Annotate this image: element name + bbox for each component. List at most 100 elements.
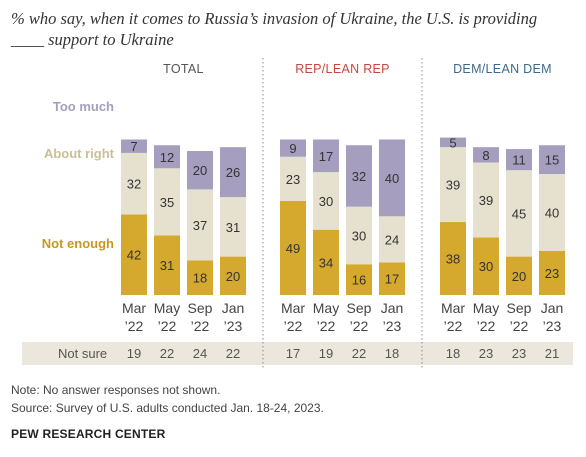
bar-about-right — [154, 168, 180, 236]
panel-header-3: DEM/LEAN DEM — [453, 62, 552, 76]
bar-too-much — [473, 147, 499, 163]
x-tick-label-month: Mar — [281, 300, 305, 316]
bar-about-right — [220, 197, 246, 257]
stacked-bar-chart: Not sure Too much About right Not enough TOT… — [22, 58, 573, 370]
data-label-about-right: 37 — [193, 218, 207, 233]
bar-not-enough — [313, 229, 339, 295]
data-label-too-much: 8 — [482, 148, 489, 163]
data-label-not-enough: 20 — [226, 269, 240, 284]
data-label-about-right: 45 — [512, 206, 526, 221]
not-sure-value: 21 — [545, 346, 559, 361]
x-tick-label-year: ’22 — [284, 318, 303, 334]
chart-title: % who say, when it comes to Russia’s inv… — [11, 9, 538, 49]
data-label-too-much: 17 — [319, 149, 333, 164]
panel-header-1: TOTAL — [163, 62, 204, 76]
data-label-not-enough: 20 — [512, 269, 526, 284]
not-sure-value: 22 — [160, 346, 174, 361]
x-tick-label-year: ’22 — [477, 318, 496, 334]
not-sure-value: 17 — [286, 346, 300, 361]
row-label-too-much: Too much — [53, 99, 114, 114]
x-tick-label-month: May — [313, 300, 339, 316]
not-sure-value: 18 — [385, 346, 399, 361]
bar-about-right — [379, 216, 405, 263]
not-sure-value: 23 — [479, 346, 493, 361]
data-label-too-much: 15 — [545, 153, 559, 168]
bar-not-enough — [506, 256, 532, 295]
not-sure-value: 24 — [193, 346, 207, 361]
not-sure-value: 19 — [319, 346, 333, 361]
data-label-too-much: 9 — [289, 141, 296, 156]
bar-not-enough — [121, 214, 147, 295]
bar-too-much — [313, 139, 339, 173]
data-label-about-right: 35 — [160, 195, 174, 210]
not-sure-value: 23 — [512, 346, 526, 361]
data-label-too-much: 32 — [352, 169, 366, 184]
x-tick-label-year: ’23 — [383, 318, 402, 334]
x-tick-label-year: ’22 — [317, 318, 336, 334]
data-label-about-right: 23 — [286, 172, 300, 187]
bar-not-enough — [220, 256, 246, 295]
data-label-too-much: 26 — [226, 165, 240, 180]
bar-too-much — [346, 145, 372, 207]
x-tick-label-year: ’22 — [125, 318, 144, 334]
row-label-not-enough: Not enough — [42, 236, 114, 251]
bar-too-much — [121, 139, 147, 153]
x-tick-label-year: ’22 — [158, 318, 177, 334]
x-tick-label-year: ’22 — [350, 318, 369, 334]
data-label-not-enough: 16 — [352, 273, 366, 288]
not-sure-value: 19 — [127, 346, 141, 361]
bar-not-enough — [379, 262, 405, 295]
not-sure-value: 22 — [226, 346, 240, 361]
bar-about-right — [440, 147, 466, 223]
bar-about-right — [187, 189, 213, 261]
bar-too-much — [506, 149, 532, 171]
data-label-about-right: 40 — [545, 205, 559, 220]
x-tick-label-year: ’23 — [543, 318, 562, 334]
not-sure-band — [22, 342, 573, 365]
x-tick-label-month: Jan — [541, 300, 564, 316]
bar-not-enough — [473, 237, 499, 295]
data-label-too-much: 20 — [193, 163, 207, 178]
bar-not-enough — [187, 260, 213, 295]
x-tick-label-month: Jan — [222, 300, 245, 316]
bar-too-much — [440, 137, 466, 148]
bar-about-right — [539, 174, 565, 251]
data-label-too-much: 12 — [160, 150, 174, 165]
data-label-about-right: 30 — [319, 194, 333, 209]
footnotes: Note: No answer responses not shown. Sou… — [11, 381, 324, 417]
x-tick-label-month: Jan — [381, 300, 404, 316]
data-label-not-enough: 38 — [446, 252, 460, 267]
bar-too-much — [379, 139, 405, 217]
x-tick-label-month: Sep — [188, 300, 213, 316]
x-tick-label-year: ’22 — [444, 318, 463, 334]
data-label-too-much: 5 — [449, 135, 456, 150]
bar-about-right — [280, 156, 306, 201]
bar-too-much — [187, 151, 213, 190]
data-label-not-enough: 18 — [193, 271, 207, 286]
x-tick-label-month: Sep — [347, 300, 372, 316]
bar-about-right — [473, 162, 499, 238]
not-sure-value: 22 — [352, 346, 366, 361]
x-tick-label-month: Mar — [122, 300, 146, 316]
note-text: Note: No answer responses not shown. — [11, 383, 221, 397]
bar-not-enough — [346, 264, 372, 295]
data-label-about-right: 24 — [385, 232, 399, 247]
data-label-not-enough: 31 — [160, 258, 174, 273]
data-label-about-right: 39 — [479, 193, 493, 208]
data-label-not-enough: 23 — [545, 266, 559, 281]
row-label-about-right: About right — [44, 146, 115, 161]
not-sure-label: Not sure — [58, 346, 107, 361]
bar-about-right — [506, 170, 532, 257]
source-text: Source: Survey of U.S. adults conducted … — [11, 401, 324, 415]
panel-header-2: REP/LEAN REP — [295, 62, 390, 76]
bar-too-much — [539, 145, 565, 175]
not-sure-value: 18 — [446, 346, 460, 361]
x-tick-label-month: May — [473, 300, 499, 316]
x-tick-label-month: Sep — [507, 300, 532, 316]
bar-too-much — [220, 147, 246, 198]
data-label-not-enough: 42 — [127, 248, 141, 263]
bar-about-right — [346, 206, 372, 265]
data-label-not-enough: 49 — [286, 241, 300, 256]
data-label-about-right: 30 — [352, 228, 366, 243]
bar-too-much — [154, 145, 180, 169]
